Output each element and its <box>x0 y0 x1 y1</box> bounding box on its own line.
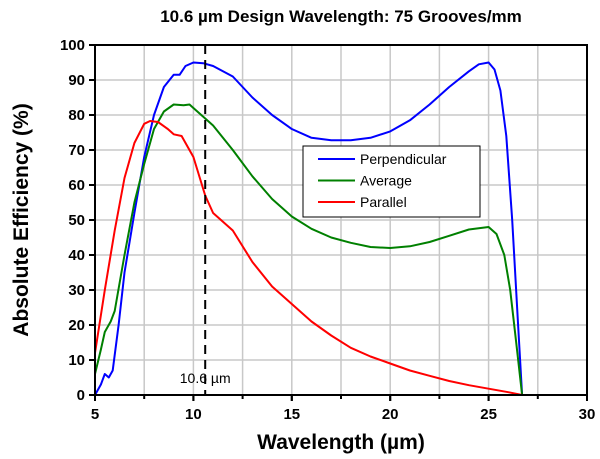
x-tick-label: 30 <box>579 406 596 423</box>
y-tick-label: 70 <box>68 142 85 159</box>
x-tick-label: 25 <box>480 406 497 423</box>
y-tick-label: 20 <box>68 317 85 334</box>
design-wavelength-label: 10.6 µm <box>180 370 231 386</box>
ticks: 0 10 20 30 40 50 60 70 80 90 100 5 10 15 20 25 30 <box>60 37 595 423</box>
y-tick-label: 10 <box>68 352 85 369</box>
y-tick-label: 50 <box>68 212 85 229</box>
x-tick-label: 15 <box>283 406 300 423</box>
series-line-average <box>94 103 524 396</box>
y-tick-label: 0 <box>77 387 85 404</box>
y-tick-label: 90 <box>68 72 85 89</box>
legend-label-average: Average <box>360 173 412 189</box>
series-lines <box>94 61 524 396</box>
legend-label-perpendicular: Perpendicular <box>360 151 447 167</box>
plot-frame <box>94 44 588 396</box>
series-line-perpendicular <box>94 61 524 396</box>
x-tick-label: 5 <box>91 406 99 423</box>
y-tick-label: 30 <box>68 282 85 299</box>
y-axis-label: Absolute Efficiency (%) <box>10 103 33 336</box>
x-tick-label: 10 <box>185 406 202 423</box>
series-line-parallel <box>94 120 523 396</box>
y-tick-label: 60 <box>68 177 85 194</box>
y-tick-label: 40 <box>68 247 85 264</box>
x-axis-label: Wavelength (µm) <box>257 431 425 454</box>
chart-title: 10.6 µm Design Wavelength: 75 Grooves/mm <box>160 7 522 26</box>
x-tick-label: 20 <box>382 406 399 423</box>
legend: Perpendicular Average Parallel <box>302 145 481 218</box>
y-tick-label: 80 <box>68 107 85 124</box>
legend-label-parallel: Parallel <box>360 194 407 210</box>
y-tick-label: 100 <box>60 37 85 54</box>
